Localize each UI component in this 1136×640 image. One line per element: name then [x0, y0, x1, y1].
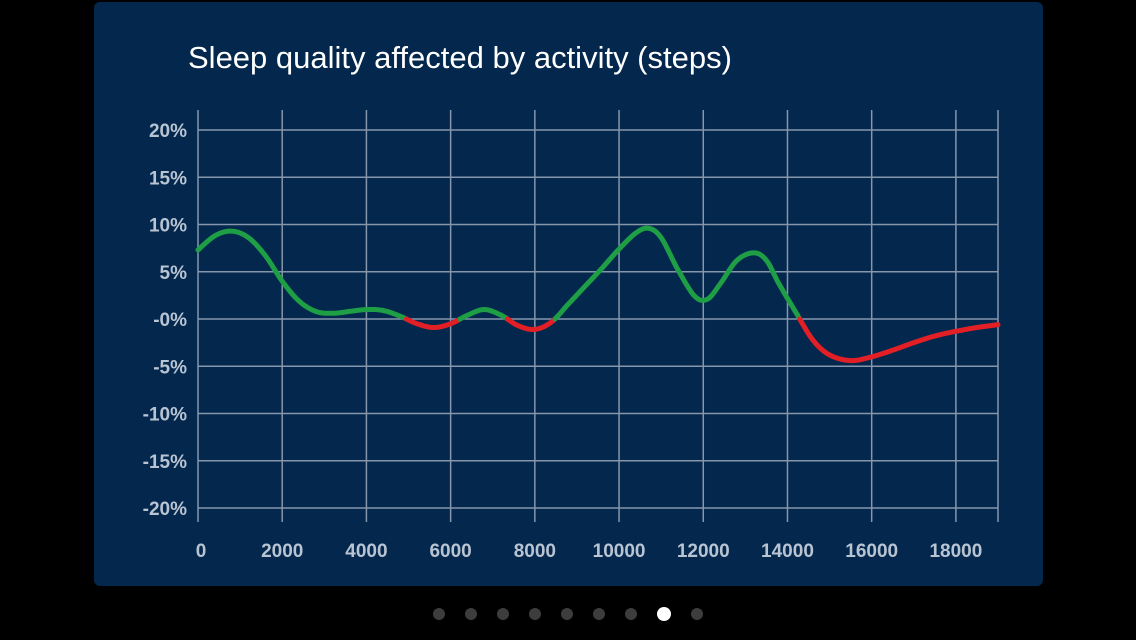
y-tick-label: -15% — [143, 452, 187, 473]
grid-lines — [197, 110, 999, 522]
y-tick-label: -10% — [143, 405, 187, 426]
x-tick-label: 10000 — [593, 541, 646, 562]
y-tick-label: -0% — [153, 310, 187, 331]
chart-title: Sleep quality affected by activity (step… — [188, 40, 732, 75]
page-dot[interactable] — [593, 608, 605, 620]
page-dot[interactable] — [691, 608, 703, 620]
y-tick-label: 20% — [149, 121, 187, 142]
x-tick-label: 4000 — [345, 541, 387, 562]
page-dot[interactable] — [561, 608, 573, 620]
y-tick-label: -20% — [143, 499, 187, 520]
x-tick-label: 16000 — [845, 541, 898, 562]
line-segment-positive — [195, 228, 409, 322]
y-tick-label: 15% — [149, 168, 187, 189]
y-tick-label: -5% — [153, 357, 187, 378]
data-line — [195, 225, 1001, 364]
x-tick-label: 18000 — [929, 541, 982, 562]
page-indicator[interactable] — [0, 605, 1136, 623]
page-dot[interactable] — [529, 608, 541, 620]
x-tick-label: 6000 — [429, 541, 471, 562]
y-tick-label: 10% — [149, 216, 187, 237]
page-dot[interactable] — [497, 608, 509, 620]
line-segment-negative — [504, 316, 558, 332]
page-dot[interactable] — [465, 608, 477, 620]
x-tick-label: 8000 — [514, 541, 556, 562]
page-dot[interactable] — [433, 608, 445, 620]
line-segment-negative — [797, 316, 1001, 364]
x-tick-label: 2000 — [261, 541, 303, 562]
x-tick-label: 12000 — [677, 541, 730, 562]
x-tick-label: 14000 — [761, 541, 814, 562]
page-dot[interactable] — [625, 608, 637, 620]
x-tick-label: 0 — [196, 541, 207, 562]
page-dot-active[interactable] — [657, 607, 671, 621]
y-tick-label: 5% — [160, 263, 188, 284]
tick-labels: 0 2000 4000 6000 8000 10000 12000 14000 16000 180… — [143, 121, 983, 562]
line-segment-negative — [403, 316, 463, 330]
line-segment-positive — [552, 225, 803, 322]
chart-card — [94, 2, 1043, 586]
line-segment-positive — [457, 307, 510, 322]
